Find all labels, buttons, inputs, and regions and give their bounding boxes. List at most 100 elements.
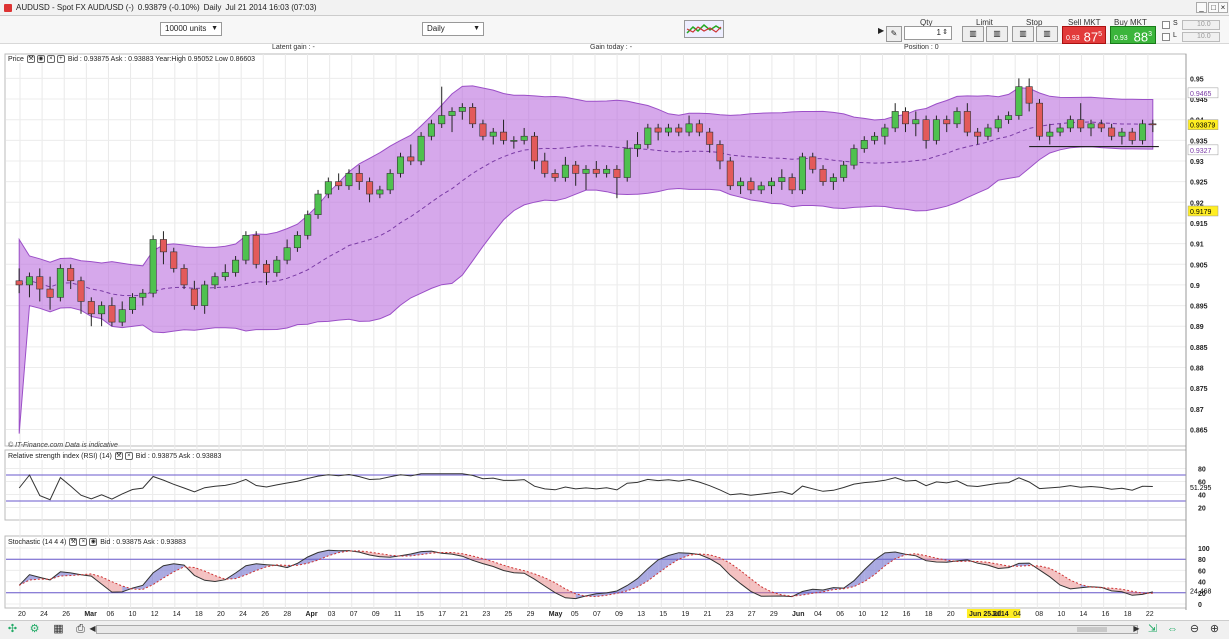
x-tick-label: 10 xyxy=(858,611,866,618)
candle-body xyxy=(561,164,569,178)
stoch-fill xyxy=(462,553,473,561)
remove-icon[interactable]: × xyxy=(79,538,88,546)
zoom-fit-icon[interactable]: ⇲ xyxy=(1147,623,1158,635)
stop-sell-button[interactable]: ▥ xyxy=(1036,26,1058,42)
scroll-right-icon[interactable]: ▶ xyxy=(1133,624,1140,633)
limit-buy-button[interactable]: ▥ xyxy=(962,26,984,42)
chart-type-button[interactable] xyxy=(684,20,724,38)
y-tick-label: 0.895 xyxy=(1190,304,1208,311)
x-tick-label: 18 xyxy=(1124,611,1132,618)
units-select[interactable]: 10000 units ▼ xyxy=(160,22,222,36)
remove-icon[interactable]: × xyxy=(124,452,133,460)
rsi-line xyxy=(18,473,1153,501)
candle-body xyxy=(551,173,559,178)
x-tick-label: 18 xyxy=(195,611,203,618)
stoch-value-tag: 24.468 xyxy=(1190,588,1212,595)
x-tick-label: 28 xyxy=(283,611,291,618)
y-tick-label: 0.92 xyxy=(1190,200,1204,207)
interval-select[interactable]: Daily ▼ xyxy=(422,22,484,36)
position-text: Position : 0 xyxy=(904,44,939,51)
layout-icon[interactable]: ▦ xyxy=(53,623,64,635)
autoscale-icon[interactable]: ⇔ xyxy=(1167,623,1178,635)
x-tick-label: 12 xyxy=(881,611,889,618)
stoch-fill xyxy=(1060,573,1071,589)
window-title: AUDUSD - Spot FX AUD/USD (-) xyxy=(16,3,134,12)
price-tags: 0.9465 0.93879 0.9327 0.9179 51.295 24.468 xyxy=(1187,87,1219,595)
candle-body xyxy=(345,173,353,187)
print-icon[interactable]: ⎙ xyxy=(76,623,85,635)
stoch-fill xyxy=(194,567,205,581)
pencil-button[interactable]: ✎ xyxy=(886,26,902,42)
stoch-fill xyxy=(101,576,112,593)
candle-body xyxy=(263,263,270,273)
crosshair-icon[interactable]: ✣ xyxy=(7,623,18,635)
scroll-thumb[interactable] xyxy=(1077,627,1107,632)
candle-body xyxy=(56,268,64,298)
stop-loss-field[interactable]: 10.0 xyxy=(1182,20,1220,30)
y-tick-label: 0.875 xyxy=(1190,386,1208,393)
close-icon[interactable]: × xyxy=(1218,2,1228,13)
last-price-tag-bg xyxy=(1187,119,1219,130)
y-tick-label: 0.885 xyxy=(1190,345,1208,352)
bollinger-bands xyxy=(18,85,1159,434)
instrument-icon xyxy=(4,3,12,12)
x-tick-label: 16 xyxy=(903,611,911,618)
x-tick-label: 04 xyxy=(814,611,822,618)
rsi-value-tag: 51.295 xyxy=(1190,485,1212,492)
scroll-left-icon[interactable]: ◀ xyxy=(89,624,96,633)
candle-body xyxy=(314,193,322,215)
candle-body xyxy=(675,127,683,133)
qty-stepper[interactable]: 1 ⇕ xyxy=(904,26,952,40)
candle-body xyxy=(1056,127,1064,133)
y-tick-label: 0.865 xyxy=(1190,427,1208,434)
quote-text: 0.93879 (-0.10%) xyxy=(137,3,200,12)
take-profit-checkbox[interactable] xyxy=(1162,33,1170,41)
limit-sell-button[interactable]: ▥ xyxy=(986,26,1008,42)
x-tick-label: 20 xyxy=(217,611,225,618)
stoch-fill xyxy=(245,563,257,575)
stoch-fill xyxy=(606,590,617,596)
x-tick-label: 03 xyxy=(328,611,336,618)
candle-body xyxy=(118,309,126,323)
toolbar: 10000 units ▼ Daily ▼ ▶ ✎ Qty 1 ⇕ Limit … xyxy=(0,16,1229,44)
eye-icon[interactable]: ◉ xyxy=(36,55,45,63)
candle-body xyxy=(335,181,343,187)
stop-loss-checkbox[interactable] xyxy=(1162,21,1170,29)
candle-body xyxy=(757,185,765,191)
candle-body xyxy=(788,177,796,191)
minimize-icon[interactable]: _ xyxy=(1196,2,1207,13)
buy-market-button[interactable]: 0.93 883 xyxy=(1110,26,1156,44)
horizontal-scrollbar[interactable] xyxy=(96,625,1138,634)
wrench-icon[interactable]: ⚒ xyxy=(114,452,123,460)
candle-body xyxy=(25,276,33,286)
stoch-fill xyxy=(730,563,741,584)
wrench-icon[interactable]: ⚒ xyxy=(69,538,78,546)
sell-market-button[interactable]: 0.93 875 xyxy=(1062,26,1106,44)
stoch-fill xyxy=(328,550,339,556)
candle-body xyxy=(293,235,301,249)
add-icon[interactable]: + xyxy=(56,55,65,63)
eye-icon[interactable]: ◉ xyxy=(89,538,98,546)
play-icon[interactable]: ▶ xyxy=(878,26,885,35)
stoch-fill xyxy=(565,588,576,599)
candle-body xyxy=(1046,131,1054,137)
zoom-out-icon[interactable]: ⊖ xyxy=(1189,623,1200,635)
stoch-fill xyxy=(936,558,947,563)
chart-type-icon xyxy=(686,23,722,34)
stop-buy-button[interactable]: ▥ xyxy=(1012,26,1034,42)
wrench-icon[interactable]: ⚒ xyxy=(26,55,35,63)
window-titlebar: AUDUSD - Spot FX AUD/USD (-) 0.93879 (-0… xyxy=(0,0,1229,16)
price-label: Price xyxy=(8,55,24,63)
s-label: S xyxy=(1173,20,1178,27)
candle-body xyxy=(427,123,435,137)
take-profit-field[interactable]: 10.0 xyxy=(1182,32,1220,42)
zoom-in-icon[interactable]: ⊕ xyxy=(1209,623,1220,635)
candle-body xyxy=(180,268,188,286)
candle-body xyxy=(644,127,652,145)
stoch-fill xyxy=(111,581,123,593)
x-tick-label: 06 xyxy=(836,611,844,618)
stoch-fill xyxy=(256,563,267,571)
indicators-icon[interactable]: ⚙ xyxy=(29,623,40,635)
remove-icon[interactable]: × xyxy=(46,55,55,63)
candle-body xyxy=(716,144,724,162)
